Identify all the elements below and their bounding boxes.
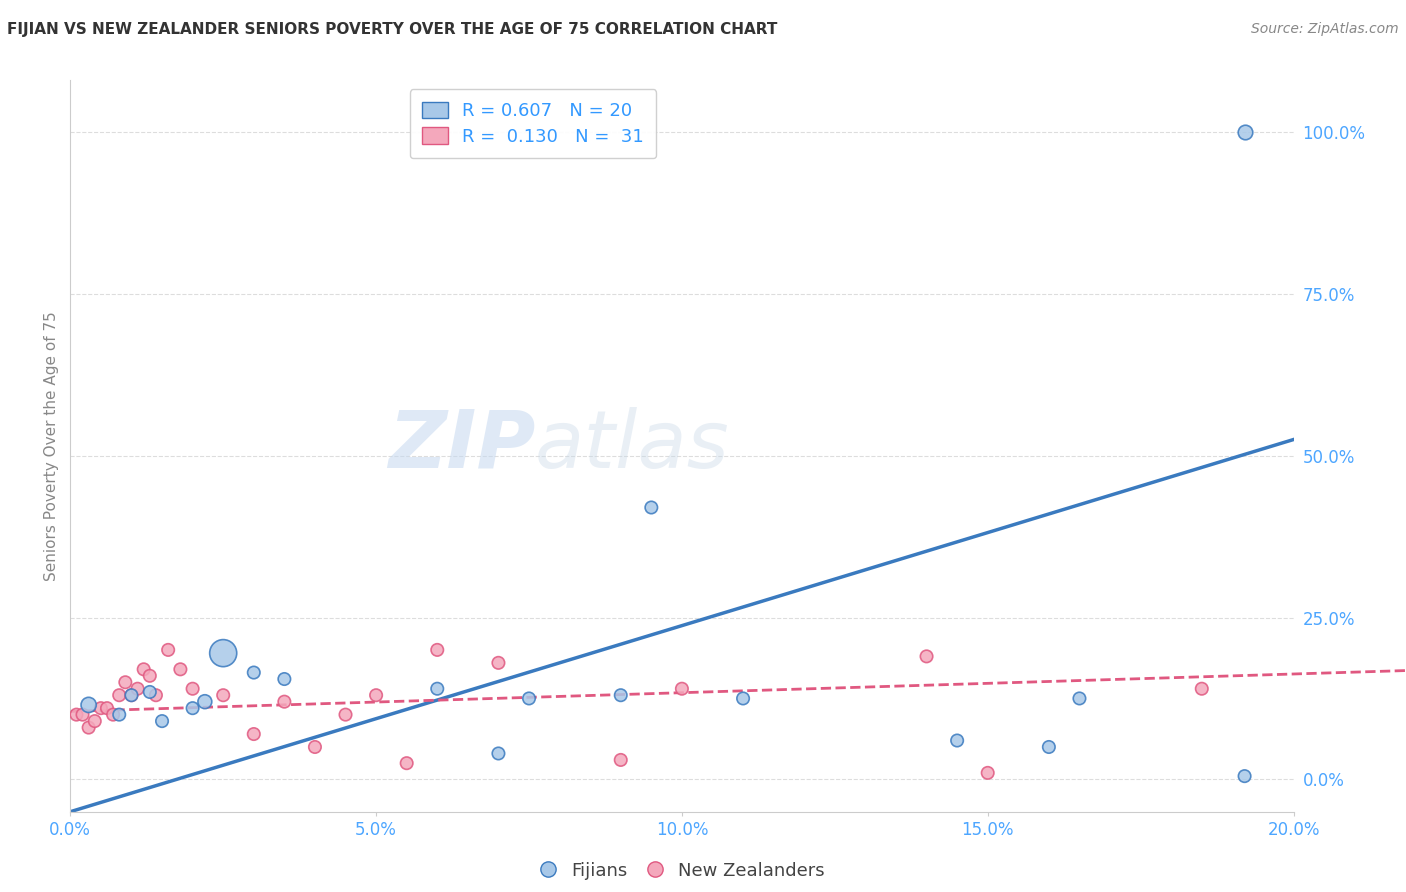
Point xyxy=(194,695,217,709)
Point xyxy=(150,714,173,728)
Point xyxy=(169,662,191,676)
Text: ZIP: ZIP xyxy=(388,407,536,485)
Point xyxy=(181,681,204,696)
Point xyxy=(181,701,204,715)
Text: atlas: atlas xyxy=(536,407,730,485)
Point xyxy=(212,688,235,702)
Point xyxy=(610,753,633,767)
Point xyxy=(488,656,510,670)
Y-axis label: Seniors Poverty Over the Age of 75: Seniors Poverty Over the Age of 75 xyxy=(44,311,59,581)
Text: FIJIAN VS NEW ZEALANDER SENIORS POVERTY OVER THE AGE OF 75 CORRELATION CHART: FIJIAN VS NEW ZEALANDER SENIORS POVERTY … xyxy=(7,22,778,37)
Point xyxy=(671,681,693,696)
Point xyxy=(139,669,162,683)
Point xyxy=(488,747,510,761)
Point xyxy=(96,701,118,715)
Point xyxy=(77,698,100,712)
Point xyxy=(273,672,295,686)
Point xyxy=(72,707,94,722)
Text: Source: ZipAtlas.com: Source: ZipAtlas.com xyxy=(1251,22,1399,37)
Point xyxy=(273,695,295,709)
Point xyxy=(1069,691,1091,706)
Point xyxy=(101,707,124,722)
Point xyxy=(610,688,633,702)
Point xyxy=(733,691,755,706)
Point xyxy=(243,665,266,680)
Point xyxy=(65,707,87,722)
Legend: Fijians, New Zealanders: Fijians, New Zealanders xyxy=(531,855,832,887)
Point xyxy=(83,714,105,728)
Point xyxy=(1038,739,1060,754)
Point xyxy=(114,675,136,690)
Point xyxy=(145,688,167,702)
Point xyxy=(212,646,235,660)
Point xyxy=(426,681,449,696)
Point xyxy=(121,688,143,702)
Point xyxy=(915,649,938,664)
Point xyxy=(157,643,180,657)
Point xyxy=(335,707,357,722)
Point xyxy=(108,707,131,722)
Point xyxy=(946,733,969,747)
Point xyxy=(243,727,266,741)
Point xyxy=(1233,125,1256,139)
Point xyxy=(517,691,540,706)
Point xyxy=(1191,681,1213,696)
Point xyxy=(108,688,131,702)
Point xyxy=(395,756,418,771)
Point xyxy=(1233,769,1256,783)
Point xyxy=(90,701,112,715)
Point xyxy=(366,688,388,702)
Point xyxy=(976,765,998,780)
Point xyxy=(132,662,155,676)
Point xyxy=(426,643,449,657)
Point xyxy=(304,739,326,754)
Point xyxy=(640,500,662,515)
Point xyxy=(77,721,100,735)
Point xyxy=(127,681,149,696)
Point xyxy=(121,688,143,702)
Point xyxy=(139,685,162,699)
